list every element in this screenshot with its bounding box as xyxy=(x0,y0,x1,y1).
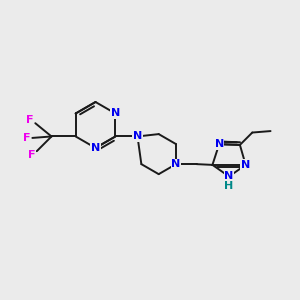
Text: N: N xyxy=(241,160,250,170)
Text: N: N xyxy=(111,109,120,118)
Text: N: N xyxy=(214,139,224,149)
Text: N: N xyxy=(133,131,142,142)
Text: F: F xyxy=(28,150,35,160)
Text: F: F xyxy=(23,133,31,143)
Text: N: N xyxy=(171,159,181,169)
Text: F: F xyxy=(26,115,34,125)
Text: N: N xyxy=(224,172,234,182)
Text: N: N xyxy=(91,143,100,153)
Text: H: H xyxy=(224,181,234,191)
